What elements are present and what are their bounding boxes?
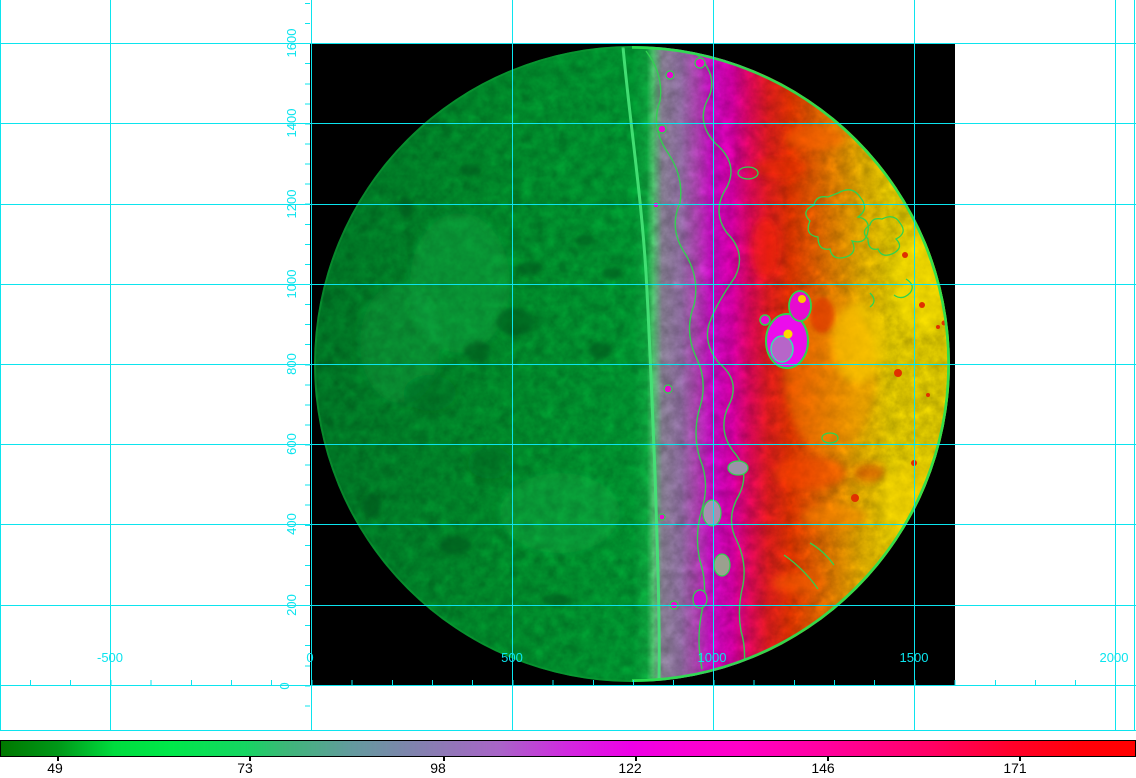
gridline-horizontal [0, 284, 1136, 285]
x-axis-label: 1500 [899, 650, 929, 665]
gridline-vertical [713, 0, 714, 731]
colorbar-tick [443, 757, 445, 761]
gridline-horizontal [0, 123, 1136, 124]
y-axis-label: 400 [284, 513, 299, 535]
grid-frame-left [0, 0, 1, 731]
gridline-horizontal [0, 605, 1136, 606]
y-axis-label: 200 [284, 594, 299, 616]
y-axis-label: 1600 [284, 28, 299, 58]
x-axis-label: 1000 [697, 650, 727, 665]
y-axis-ticks [305, 3, 310, 707]
colorbar-label: 98 [430, 760, 446, 776]
gridline-vertical [1115, 0, 1116, 731]
colorbar-tick [249, 757, 251, 761]
colorbar-label: 171 [1003, 760, 1027, 776]
crater-feature [759, 290, 834, 369]
colorbar[interactable] [0, 740, 1136, 757]
y-axis-label: 1400 [284, 108, 299, 138]
colorbar-label: 73 [237, 760, 253, 776]
colorbar-tick [635, 757, 637, 761]
colorbar-tick [827, 757, 829, 761]
colorbar-label: 146 [811, 760, 835, 776]
x-axis-ticks [30, 680, 1077, 685]
gridline-horizontal [0, 43, 1136, 44]
gridline-horizontal [0, 204, 1136, 205]
gridline-vertical [914, 0, 915, 731]
y-axis-label: 1200 [284, 189, 299, 219]
x-axis-label: -500 [96, 650, 124, 665]
gridline-vertical [512, 0, 513, 731]
grid-frame-bottom [0, 730, 1136, 731]
gridline-horizontal [0, 444, 1136, 445]
colorbar-tick [57, 757, 59, 761]
x-axis-line [0, 685, 1136, 686]
gridline-vertical [311, 0, 312, 731]
gridline-horizontal [0, 364, 1136, 365]
y-axis-label: 0 [277, 682, 292, 690]
grid-frame-right [1134, 0, 1135, 731]
y-axis-label: 600 [284, 433, 299, 455]
colorbar-label: 122 [618, 760, 642, 776]
x-axis-label: 2000 [1099, 650, 1129, 665]
colorbar-tick [1019, 757, 1021, 761]
y-axis-label: 1000 [284, 269, 299, 299]
x-axis-label: 0 [306, 650, 314, 665]
colorbar-label: 49 [47, 760, 63, 776]
x-axis-label: 500 [501, 650, 523, 665]
gridline-horizontal [0, 524, 1136, 525]
gridline-vertical [110, 0, 111, 731]
y-axis-label: 800 [284, 353, 299, 375]
